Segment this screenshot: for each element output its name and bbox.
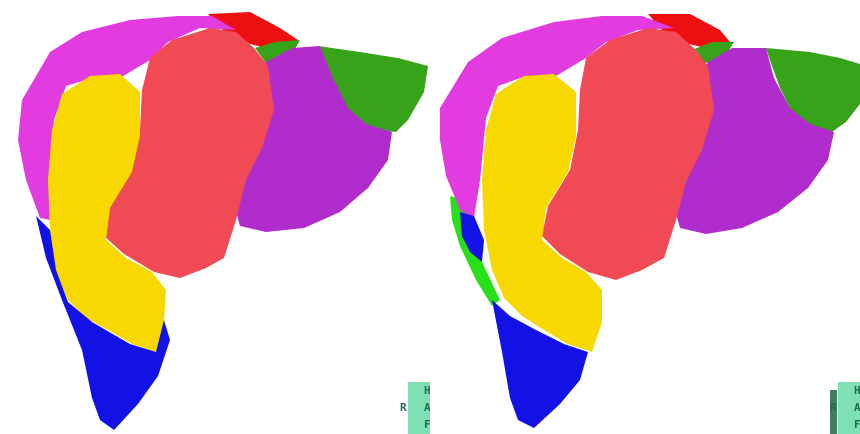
segment-yellow	[48, 74, 166, 352]
segment-blue	[36, 216, 170, 430]
segment-blue	[492, 300, 588, 428]
segment-bright-red	[208, 12, 298, 50]
segment-red-anterior	[542, 28, 714, 280]
segment-green	[318, 46, 428, 132]
segment-yellow	[482, 74, 602, 352]
segment-blue-upper	[460, 212, 484, 262]
segment-green	[766, 48, 860, 132]
segment-red-anterior	[104, 28, 274, 278]
segment-bright-red	[648, 14, 730, 48]
segment-purple	[232, 46, 392, 232]
orientation-marker: H R A F	[830, 382, 860, 434]
segment-magenta	[18, 16, 236, 220]
orientation-label-top: H	[424, 384, 430, 397]
orientation-label-bottom: F	[424, 418, 430, 431]
viewport-right[interactable]: H R A F	[430, 0, 860, 434]
orientation-label-center: A	[854, 401, 860, 414]
orientation-label-center: A	[424, 401, 430, 414]
segment-green-strip	[255, 40, 300, 66]
orientation-marker-shadow	[830, 390, 837, 434]
liver-model-right[interactable]	[430, 0, 860, 434]
segment-magenta	[440, 16, 674, 218]
orientation-label-bottom: F	[854, 418, 860, 431]
orientation-label-left: R	[830, 401, 837, 414]
segment-purple	[672, 48, 834, 234]
liver-model-left[interactable]	[0, 0, 430, 434]
orientation-label-left: R	[400, 401, 407, 414]
orientation-label-top: H	[854, 384, 860, 397]
viewport-left[interactable]: H R A F	[0, 0, 430, 434]
segment-green-strip	[692, 42, 734, 64]
orientation-marker: H R A F	[400, 382, 430, 434]
